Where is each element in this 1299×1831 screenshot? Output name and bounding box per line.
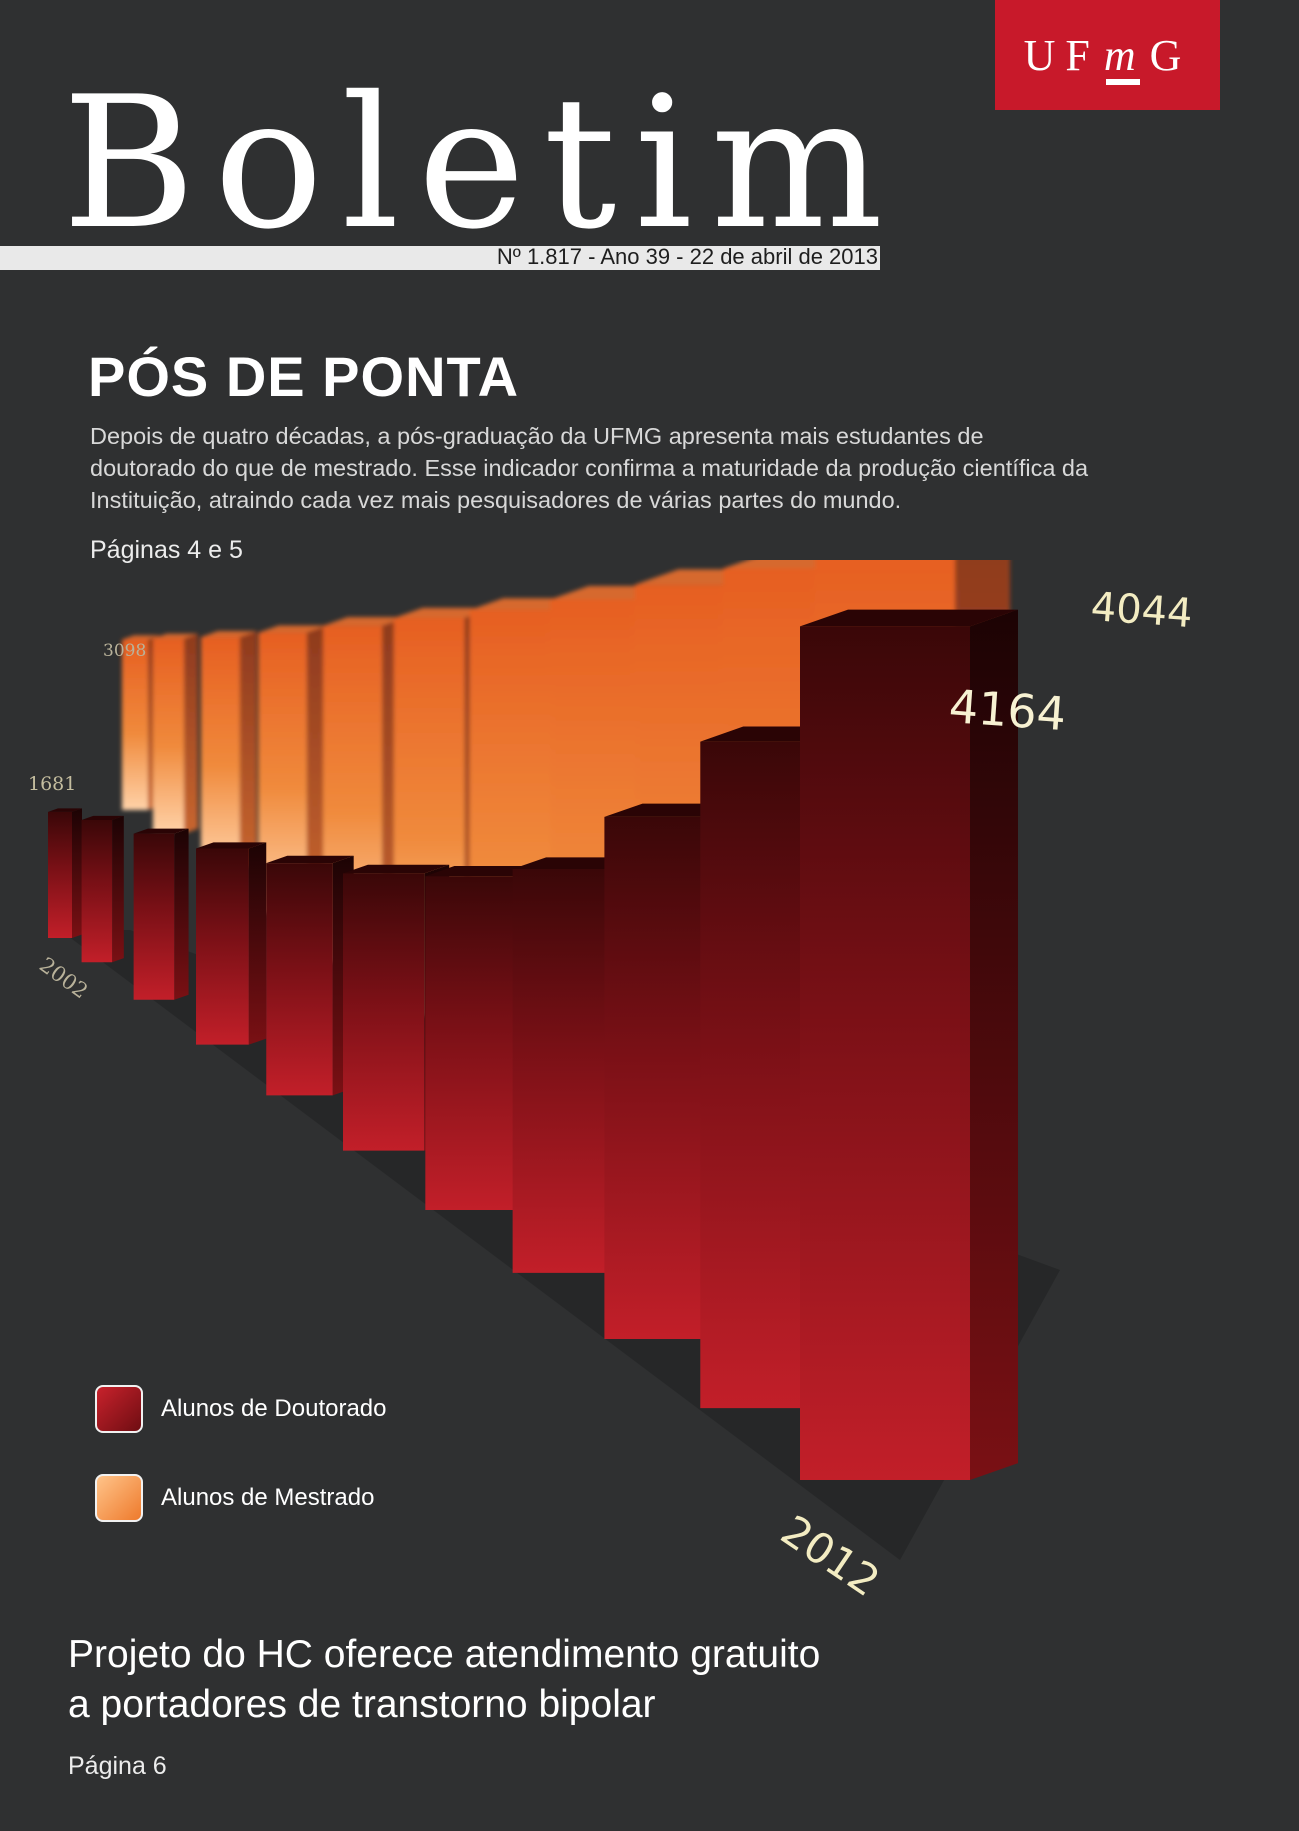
doutorado-bar-2012-top bbox=[800, 609, 1018, 627]
doutorado-bar-2007 bbox=[343, 873, 425, 1151]
doutorado-bar-2002-top bbox=[48, 808, 82, 812]
legend-label-doutorado: Alunos de Doutorado bbox=[161, 1395, 387, 1422]
doutorado-bar-2002-side bbox=[72, 808, 82, 938]
mestrado-bar-2007-top bbox=[393, 607, 494, 619]
doutorado-bar-2008 bbox=[425, 876, 523, 1210]
doutorado-bar-2005-side bbox=[248, 842, 267, 1045]
mestrado-bar-2004-side bbox=[239, 631, 257, 870]
legend-mestrado: Alunos de Mestrado bbox=[95, 1474, 374, 1522]
mestrado-bar-2003-top bbox=[152, 633, 198, 639]
doutorado-bar-2002 bbox=[48, 811, 72, 938]
footer-headline-line1: Projeto do HC oferece atendimento gratui… bbox=[68, 1633, 821, 1676]
doutorado-bars bbox=[48, 609, 1018, 1480]
mestrado-bar-2005-side bbox=[306, 625, 328, 914]
mestrado-bar-2002-top bbox=[122, 635, 160, 640]
mestrado-bar-2003 bbox=[152, 638, 185, 834]
mestrado-bar-2006-top bbox=[323, 617, 407, 626]
doutorado-bar-2006 bbox=[266, 863, 333, 1096]
label-first-mestrado: 3098 bbox=[103, 641, 146, 661]
legend-swatch-mestrado bbox=[95, 1474, 143, 1522]
enrollment-chart: 3098 1681 4044 4164 2002 2012 bbox=[28, 560, 1194, 1606]
cover-headline: PÓS DE PONTA bbox=[88, 345, 520, 408]
doutorado-bar-2004-side bbox=[174, 828, 189, 1000]
issue-info: Nº 1.817 - Ano 39 - 22 de abril de 2013 bbox=[496, 244, 878, 269]
doutorado-bar-2005-top bbox=[196, 842, 267, 849]
doutorado-bar-2012-side bbox=[970, 609, 1018, 1480]
footer-headline-line2: a portadores de transtorno bipolar bbox=[68, 1683, 656, 1726]
footer-page-ref[interactable]: Página 6 bbox=[68, 1752, 167, 1780]
cover-pages-ref[interactable]: Páginas 4 e 5 bbox=[90, 536, 243, 564]
mestrado-bar-2004-top bbox=[200, 631, 257, 638]
doutorado-bar-2004 bbox=[133, 833, 175, 1000]
mestrado-bar-2003-side bbox=[184, 633, 198, 834]
mestrado-bar-2004 bbox=[200, 637, 240, 870]
doutorado-bar-2009 bbox=[512, 869, 627, 1273]
legend-label-mestrado: Alunos de Mestrado bbox=[161, 1484, 375, 1511]
doutorado-bar-2003 bbox=[81, 819, 113, 963]
doutorado-bar-2004-top bbox=[133, 828, 189, 834]
mestrado-bar-2002 bbox=[122, 639, 148, 810]
label-last-mestrado: 4044 bbox=[1089, 584, 1194, 637]
doutorado-bar-2012 bbox=[800, 626, 970, 1480]
mestrado-bar-2005-top bbox=[258, 625, 328, 633]
doutorado-bar-2005 bbox=[196, 848, 249, 1045]
masthead-title: Boletim bbox=[62, 57, 902, 269]
legend-doutorado: Alunos de Doutorado bbox=[95, 1385, 387, 1433]
legend-swatch-doutorado bbox=[95, 1385, 143, 1433]
mestrado-bar-2005 bbox=[258, 632, 307, 914]
doutorado-bar-2003-side bbox=[112, 815, 124, 963]
issue-strip: Nº 1.817 - Ano 39 - 22 de abril de 2013 bbox=[0, 244, 880, 270]
label-last-doutorado: 4164 bbox=[947, 679, 1068, 741]
doutorado-bar-2007-top bbox=[343, 864, 450, 874]
doutorado-bar-2003-top bbox=[81, 815, 124, 820]
footer-headline[interactable]: Projeto do HC oferece atendimento gratui… bbox=[68, 1630, 968, 1730]
label-first-doutorado: 1681 bbox=[28, 773, 76, 795]
doutorado-bar-2006-top bbox=[266, 855, 354, 864]
cover-dek: Depois de quatro décadas, a pós-graduaçã… bbox=[90, 423, 1089, 513]
